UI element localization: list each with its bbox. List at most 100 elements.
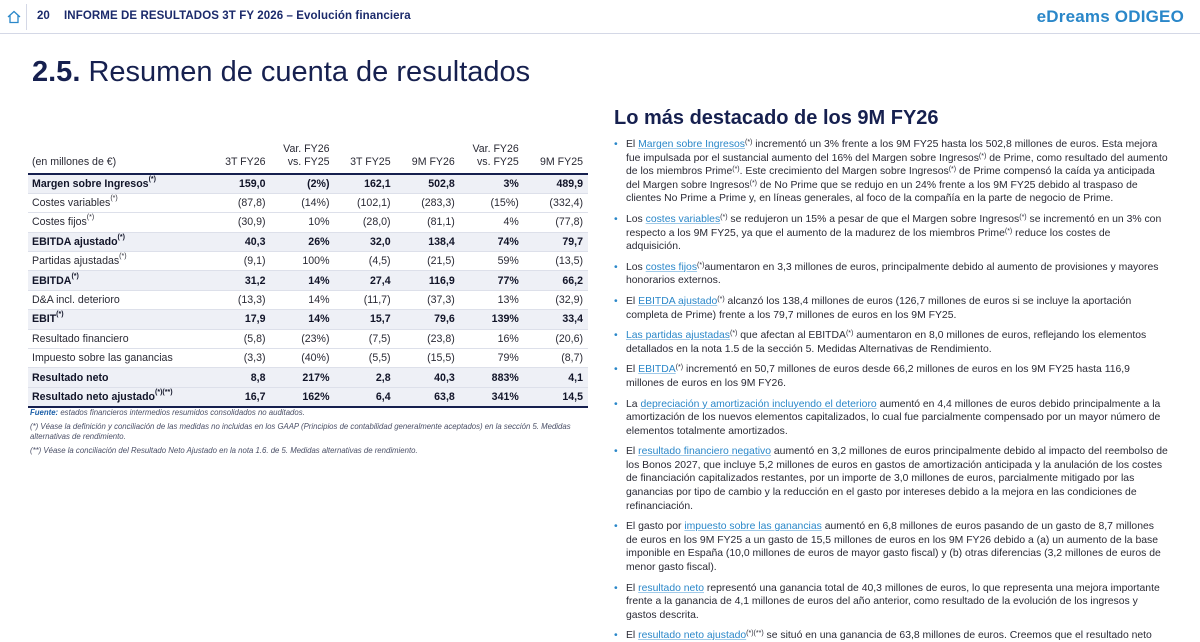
highlight-text: se situó en una ganancia de 63,8 millone… — [766, 630, 1152, 642]
table-cell: 79,6 — [395, 309, 460, 330]
table-row: D&A incl. deterioro (13,3) 14% (11,7) (37,3)… — [28, 290, 588, 311]
table-cell: 502,8 — [395, 174, 460, 194]
table-cell: (2%) — [270, 174, 335, 194]
table-cell: 2,8 — [334, 367, 396, 388]
footnote: (**) Véase la conciliación del Resultado… — [30, 445, 418, 455]
table-cell: (13,3) — [209, 290, 271, 311]
highlight-term-link[interactable]: Margen sobre Ingresos — [638, 139, 745, 150]
table-cell: 16,7 — [209, 387, 271, 408]
table-cell: 4% — [459, 212, 524, 233]
highlight-term-link[interactable]: costes fijos — [645, 261, 698, 273]
highlight-item: El gasto por impuesto sobre las ganancia… — [612, 520, 1168, 574]
highlight-item: Las partidas ajustadas(*) que afectan al… — [612, 329, 1168, 356]
highlight-term-link[interactable]: resultado neto ajustado — [638, 630, 747, 642]
row-label: EBITDA(*) — [28, 270, 210, 291]
highlight-text: se redujeron un 15% a pesar de que el Ma… — [727, 213, 1020, 225]
table-row: Margen sobre Ingresos(*) 159,0 (2%) 162,1 50… — [28, 174, 588, 194]
highlight-item: El resultado neto representó una gananci… — [612, 582, 1168, 623]
highlight-term-link[interactable]: EBITDA ajustado — [638, 295, 718, 307]
table-cell: 26% — [270, 232, 335, 253]
table-row: EBITDA(*) 31,2 14% 27,4 116,9 77% 66,2 — [28, 270, 588, 291]
table-cell: 162% — [270, 387, 335, 408]
table-cell: 10% — [270, 212, 335, 233]
table-notes: Fuente: estados financieros intermedios … — [30, 408, 585, 459]
table-row: Resultado financiero (5,8) (23%) (7,5) (23,8… — [28, 329, 588, 350]
table-cell: (5,8) — [209, 329, 271, 350]
table-cell: 489,9 — [523, 174, 588, 194]
highlight-item: La depreciación y amortización incluyend… — [612, 398, 1168, 439]
footnote-marker: (*) — [720, 213, 728, 221]
row-label: Impuesto sobre las ganancias — [28, 348, 210, 369]
table-cell: 40,3 — [395, 367, 460, 388]
row-label: Costes fijos(*) — [28, 212, 210, 233]
table-cell: 139% — [459, 309, 524, 330]
brand-logo: eDreams ODIGEO — [1036, 7, 1184, 26]
table-cell: 8,8 — [209, 367, 271, 388]
table-cell: 79% — [459, 348, 524, 369]
section-number: 2.5. — [32, 56, 81, 88]
table-cell: 138,4 — [395, 232, 460, 253]
highlights-title: Lo más destacado de los 9M FY26 — [614, 107, 939, 129]
highlight-term-link[interactable]: resultado financiero negativo — [638, 446, 771, 458]
table-cell: 4,1 — [523, 367, 588, 388]
highlight-text: alcanzó los 138,4 millones de euros (126… — [626, 295, 1132, 321]
section-title-text: Resumen de cuenta de resultados — [88, 56, 531, 88]
highlight-term-link[interactable]: resultado neto — [638, 582, 704, 594]
highlight-term-link[interactable]: depreciación y amortización incluyendo e… — [640, 398, 877, 410]
table-cell: (77,8) — [523, 212, 588, 233]
source-text: estados financieros intermedios resumido… — [60, 408, 305, 417]
table-cell: (13,5) — [523, 251, 588, 272]
table-cell: 74% — [459, 232, 524, 253]
table-row: Costes variables(*) (87,8) (14%) (102,1) (28… — [28, 193, 588, 214]
table-cell: 77% — [459, 270, 524, 291]
footnote-marker: (*) — [729, 330, 738, 338]
table-cell: (28,0) — [334, 212, 396, 233]
highlight-text: El — [626, 364, 639, 376]
row-label: Resultado neto — [28, 367, 210, 388]
highlight-text: incrementó un 3% frente a los 9M FY25 ha… — [626, 139, 1158, 164]
column-header: 9M FY26 — [395, 141, 460, 175]
source-note: Fuente: estados financieros intermedios … — [30, 408, 585, 419]
table-row: Partidas ajustadas(*) (9,1) 100% (4,5) (21,5… — [28, 251, 588, 272]
highlight-text: que afectan al EBITDA — [737, 330, 846, 342]
table-cell: 32,0 — [334, 232, 396, 253]
highlight-text: aumentó en 4,4 millones de euros debido … — [626, 398, 1161, 437]
table-row: Resultado neto 8,8 217% 2,8 40,3 883% 4,1 — [28, 367, 588, 388]
table-cell: 66,2 — [523, 270, 588, 291]
footnote-marker: (*) — [1019, 213, 1027, 221]
highlight-item: El EBITDA(*) incrementó en 50,7 millones… — [612, 363, 1168, 390]
table-cell: 79,7 — [523, 232, 588, 253]
unit-label: (en millones de €) — [28, 141, 210, 175]
table-cell: 63,8 — [395, 387, 460, 408]
highlight-term-link[interactable]: costes variables — [645, 213, 721, 225]
highlight-item: Los costes fijos(*)aumentaron en 3,3 mil… — [612, 261, 1168, 288]
highlight-text: incrementó en 50,7 millones de euros des… — [626, 364, 1130, 389]
highlight-text: . Este crecimiento del Margen sobre Ingr… — [739, 166, 949, 178]
table-cell: 40,3 — [209, 232, 271, 253]
table-cell: 16% — [459, 329, 524, 350]
table-cell: (15,5) — [395, 348, 460, 369]
highlight-text: reduce los costes de adquisición. — [626, 227, 1111, 253]
table-cell: (81,1) — [395, 212, 460, 233]
table-cell: (9,1) — [209, 251, 271, 272]
highlight-term-link[interactable]: EBITDA — [638, 364, 676, 376]
row-label: EBIT(*) — [28, 309, 210, 330]
table-cell: (23%) — [270, 329, 335, 350]
table-cell: 33,4 — [523, 309, 588, 330]
table-cell: (40%) — [270, 348, 335, 369]
table-row: EBITDA ajustado(*) 40,3 26% 32,0 138,4 74% 79,… — [28, 232, 588, 253]
highlight-item: Los costes variables(*) se redujeron un … — [612, 213, 1168, 254]
table-cell: (23,8) — [395, 329, 460, 350]
highlight-text: de No Prime que se redujo en un 24% fren… — [626, 179, 1138, 205]
income-statement-table: (en millones de €) 3T FY26 Var. FY26 vs.… — [28, 141, 588, 408]
row-label: EBITDA ajustado(*) — [28, 232, 210, 253]
column-header: 3T FY26 — [209, 141, 271, 175]
footnote-marker: (*) — [717, 295, 725, 303]
highlight-term-link[interactable]: Las partidas ajustadas — [626, 330, 730, 342]
table-cell: (15%) — [459, 193, 524, 214]
highlight-term-link[interactable]: impuesto sobre las ganancias — [684, 521, 822, 533]
footnote-marker: (*) — [1004, 227, 1013, 235]
home-icon[interactable] — [6, 9, 22, 25]
table-cell: (20,6) — [523, 329, 588, 350]
source-label: Fuente: — [30, 408, 59, 417]
